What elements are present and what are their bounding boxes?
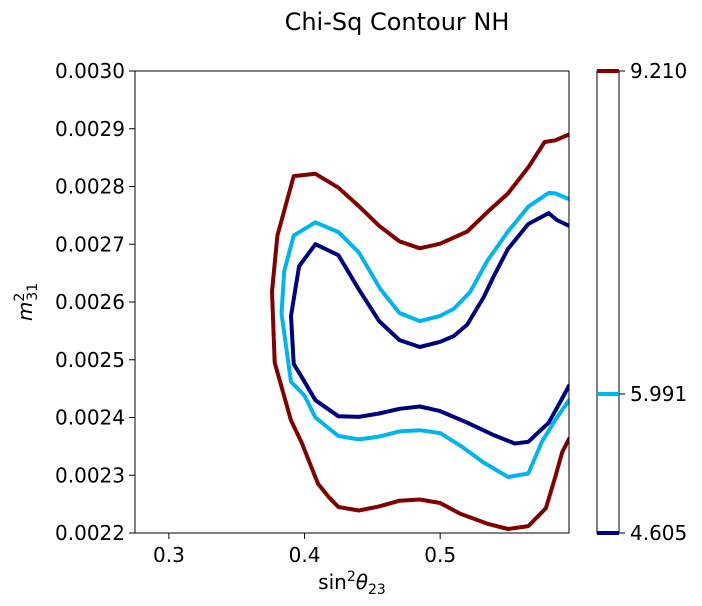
- x-axis-ticks: 0.3 0.4 0.5: [153, 533, 456, 567]
- x-axis-label: sin2θ23: [318, 569, 386, 598]
- plot-area: 0.3 0.4 0.5 0.0022 0.0023 0.0024 0.0025 0.0026…: [55, 59, 570, 567]
- chart-title: Chi-Sq Contour NH: [285, 8, 510, 36]
- contour-line-level-5.991: [279, 190, 569, 479]
- contour-line-level-4.605: [289, 211, 569, 446]
- y-tick-label: 0.0025: [55, 348, 125, 372]
- y-axis-label: m231: [12, 283, 41, 321]
- y-tick-label: 0.0024: [55, 406, 125, 430]
- y-axis-ticks: 0.0022 0.0023 0.0024 0.0025 0.0026 0.0027 0.00…: [55, 59, 135, 545]
- plot-frame: [134, 70, 570, 534]
- colorbar-levels: 4.605 5.991 9.210: [597, 59, 687, 545]
- y-tick-label: 0.0028: [55, 175, 125, 199]
- y-tick-label: 0.0030: [55, 59, 125, 83]
- colorbar-tick-label: 4.605: [630, 521, 687, 545]
- y-tick-label: 0.0029: [55, 117, 125, 141]
- colorbar-tick-label: 5.991: [630, 382, 687, 406]
- contour-lines: [270, 132, 569, 531]
- y-tick-label: 0.0026: [55, 290, 125, 314]
- x-tick-label: 0.5: [424, 543, 456, 567]
- y-tick-label: 0.0023: [55, 463, 125, 487]
- colorbar-frame: [596, 70, 620, 534]
- colorbar: 4.605 5.991 9.210: [596, 59, 687, 545]
- colorbar-tick-label: 9.210: [630, 59, 687, 83]
- y-tick-label: 0.0022: [55, 521, 125, 545]
- contour-line-level-9.21: [270, 132, 569, 531]
- x-tick-label: 0.4: [289, 543, 321, 567]
- y-tick-label: 0.0027: [55, 232, 125, 256]
- x-tick-label: 0.3: [153, 543, 185, 567]
